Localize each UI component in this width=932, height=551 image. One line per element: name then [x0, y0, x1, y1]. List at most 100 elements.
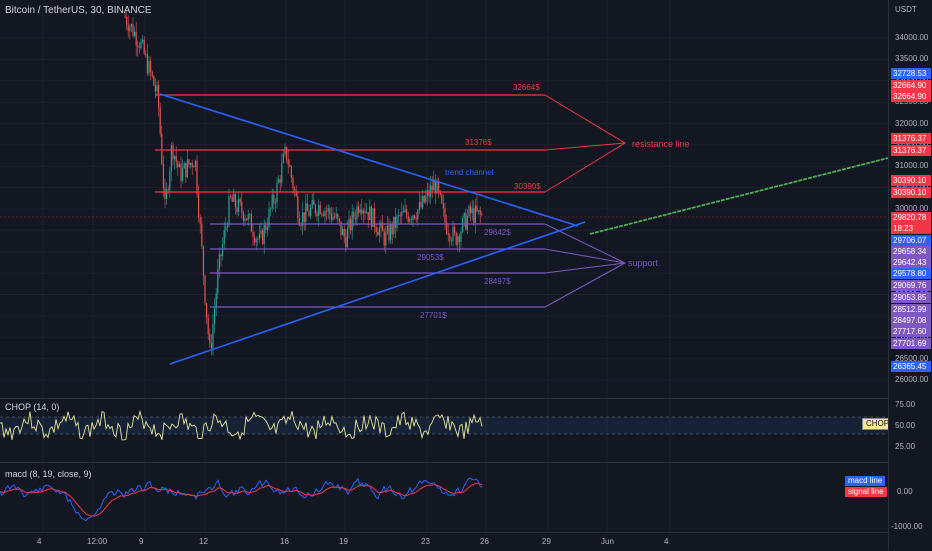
candle-body [462, 217, 464, 232]
candle-body [233, 193, 235, 202]
support-label: support [628, 258, 659, 268]
candle-body [129, 26, 131, 32]
candle-body [167, 189, 169, 190]
candle-body [438, 180, 440, 192]
candle-body [257, 238, 259, 240]
candle-body [417, 209, 419, 220]
candle-body [209, 334, 211, 344]
panel-separator-2 [0, 462, 888, 463]
price-tag: 27717.60 [891, 326, 931, 337]
macd-title: macd (8, 19, close, 9) [5, 469, 92, 479]
candle-body [306, 203, 308, 212]
candle-body [474, 205, 476, 223]
candle-body [174, 155, 176, 160]
price-tag: 29820.78 [891, 212, 931, 223]
candle-body [268, 208, 270, 228]
candle-body [422, 195, 424, 208]
candle-body [258, 233, 260, 239]
candle-body [455, 232, 457, 245]
chart-title: Bitcoin / TetherUS, 30, BINANCE [5, 5, 152, 16]
candle-body [345, 237, 347, 248]
candle-body [426, 190, 428, 197]
candle-body [460, 231, 462, 243]
candle-body [153, 75, 155, 86]
candle-body [207, 317, 209, 335]
candle-body [396, 216, 398, 229]
time-tick: 12:00 [87, 537, 108, 546]
candle-body [150, 60, 152, 72]
price-tag: 18:23 [891, 223, 931, 234]
candle-body [466, 216, 468, 230]
time-tick: 4 [37, 537, 42, 546]
price-axis[interactable]: USDT 34000.0033500.0033000.0032500.00320… [888, 0, 932, 550]
price-tag: 32728.53 [891, 68, 931, 79]
candle-body [393, 216, 395, 235]
candle-body [142, 39, 144, 42]
price-tick: 33500.00 [895, 54, 929, 64]
candle-body [295, 190, 297, 197]
candle-body [442, 203, 444, 209]
candle-body [318, 204, 320, 217]
level-label-2: 31376$ [465, 138, 492, 147]
candle-body [166, 189, 168, 199]
candle-body [294, 188, 296, 191]
candle-body [278, 179, 280, 183]
candle-body [260, 230, 262, 234]
candle-body [138, 46, 140, 48]
time-tick: 29 [542, 537, 551, 546]
candle-body [436, 180, 438, 194]
macd-line [0, 477, 483, 522]
candle-body [407, 215, 409, 222]
candle-body [361, 209, 363, 214]
price-tick: 31000.00 [895, 161, 929, 171]
candle-body [380, 222, 382, 228]
candle-body [302, 212, 304, 226]
candle-body [476, 205, 478, 212]
candle-body [465, 213, 467, 230]
candle-body [185, 162, 187, 178]
candle-body [399, 215, 401, 217]
candle-body [319, 204, 321, 214]
candle-body [434, 181, 436, 194]
candle-body [225, 227, 227, 231]
candle-body [300, 225, 302, 227]
candle-body [271, 195, 273, 209]
price-tag: 29706.07 [891, 235, 931, 246]
price-tag: 26365.45 [891, 361, 931, 372]
price-tag: 29053.85 [891, 292, 931, 303]
candle-body [159, 107, 161, 134]
candle-body [444, 208, 446, 223]
resistance-label: resistance line [632, 139, 690, 149]
candles-group [124, 10, 483, 356]
candle-body [222, 244, 224, 257]
candle-body [177, 161, 179, 168]
candle-body [372, 208, 374, 227]
candle-body [418, 201, 420, 210]
level-label-5: 29053$ [417, 253, 444, 262]
candle-body [164, 188, 166, 199]
candle-body [430, 185, 432, 197]
candle-body [340, 221, 342, 235]
candle-body [423, 195, 425, 203]
price-tick: 34000.00 [895, 33, 929, 42]
candle-body [182, 168, 184, 182]
candle-body [412, 215, 414, 220]
candle-body [175, 155, 177, 162]
price-tag: 29642.43 [891, 257, 931, 268]
price-tag: 32664.90 [891, 80, 931, 91]
candle-body [186, 159, 188, 178]
candle-body [281, 162, 283, 183]
time-tick: 23 [421, 537, 430, 546]
candle-body [162, 163, 164, 189]
price-tag: 28497.08 [891, 315, 931, 326]
time-axis[interactable]: 4 12:00 9 12 16 19 23 26 29 Jun 4 [0, 532, 888, 551]
candle-body [180, 164, 182, 182]
price-tick: 32000.00 [895, 118, 929, 128]
candle-body [390, 224, 392, 241]
candle-body [454, 226, 456, 233]
candle-body [241, 202, 243, 213]
price-tag: 29658.34 [891, 246, 931, 257]
candle-body [406, 209, 408, 216]
candle-body [385, 232, 387, 246]
candle-body [314, 204, 316, 214]
